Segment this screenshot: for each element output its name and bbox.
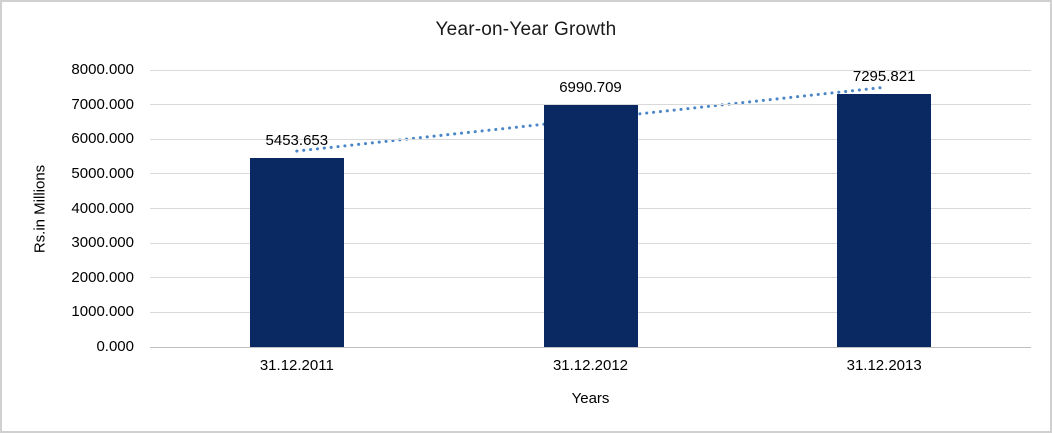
y-tick-label: 4000.000 (71, 199, 134, 217)
bar-value-label: 7295.821 (852, 68, 916, 86)
y-gridline (150, 104, 1031, 106)
bar (837, 94, 932, 347)
y-tick-label: 0.000 (96, 338, 134, 355)
x-axis-line (150, 346, 1031, 348)
y-tick-label: 5000.000 (71, 164, 134, 182)
y-tick-label: 2000.000 (71, 268, 134, 286)
x-category-label: 31.12.2011 (259, 357, 334, 374)
chart-title: Year-on-Year Growth (435, 19, 617, 40)
y-tick-label: 7000.000 (71, 95, 134, 113)
y-tick-label: 6000.000 (71, 130, 134, 148)
x-axis-title: Years (571, 390, 610, 407)
y-tick-label: 8000.000 (71, 61, 134, 78)
bar-value-label: 6990.709 (559, 78, 622, 96)
bar (543, 104, 638, 347)
bar (249, 158, 344, 347)
x-category-label: 31.12.2012 (552, 357, 629, 374)
y-gridline (150, 69, 1031, 71)
y-tick-label: 3000.000 (71, 234, 134, 252)
bar-value-label: 5453.653 (265, 132, 329, 150)
x-category-label: 31.12.2013 (846, 357, 922, 374)
y-tick-label: 1000.000 (71, 303, 134, 321)
